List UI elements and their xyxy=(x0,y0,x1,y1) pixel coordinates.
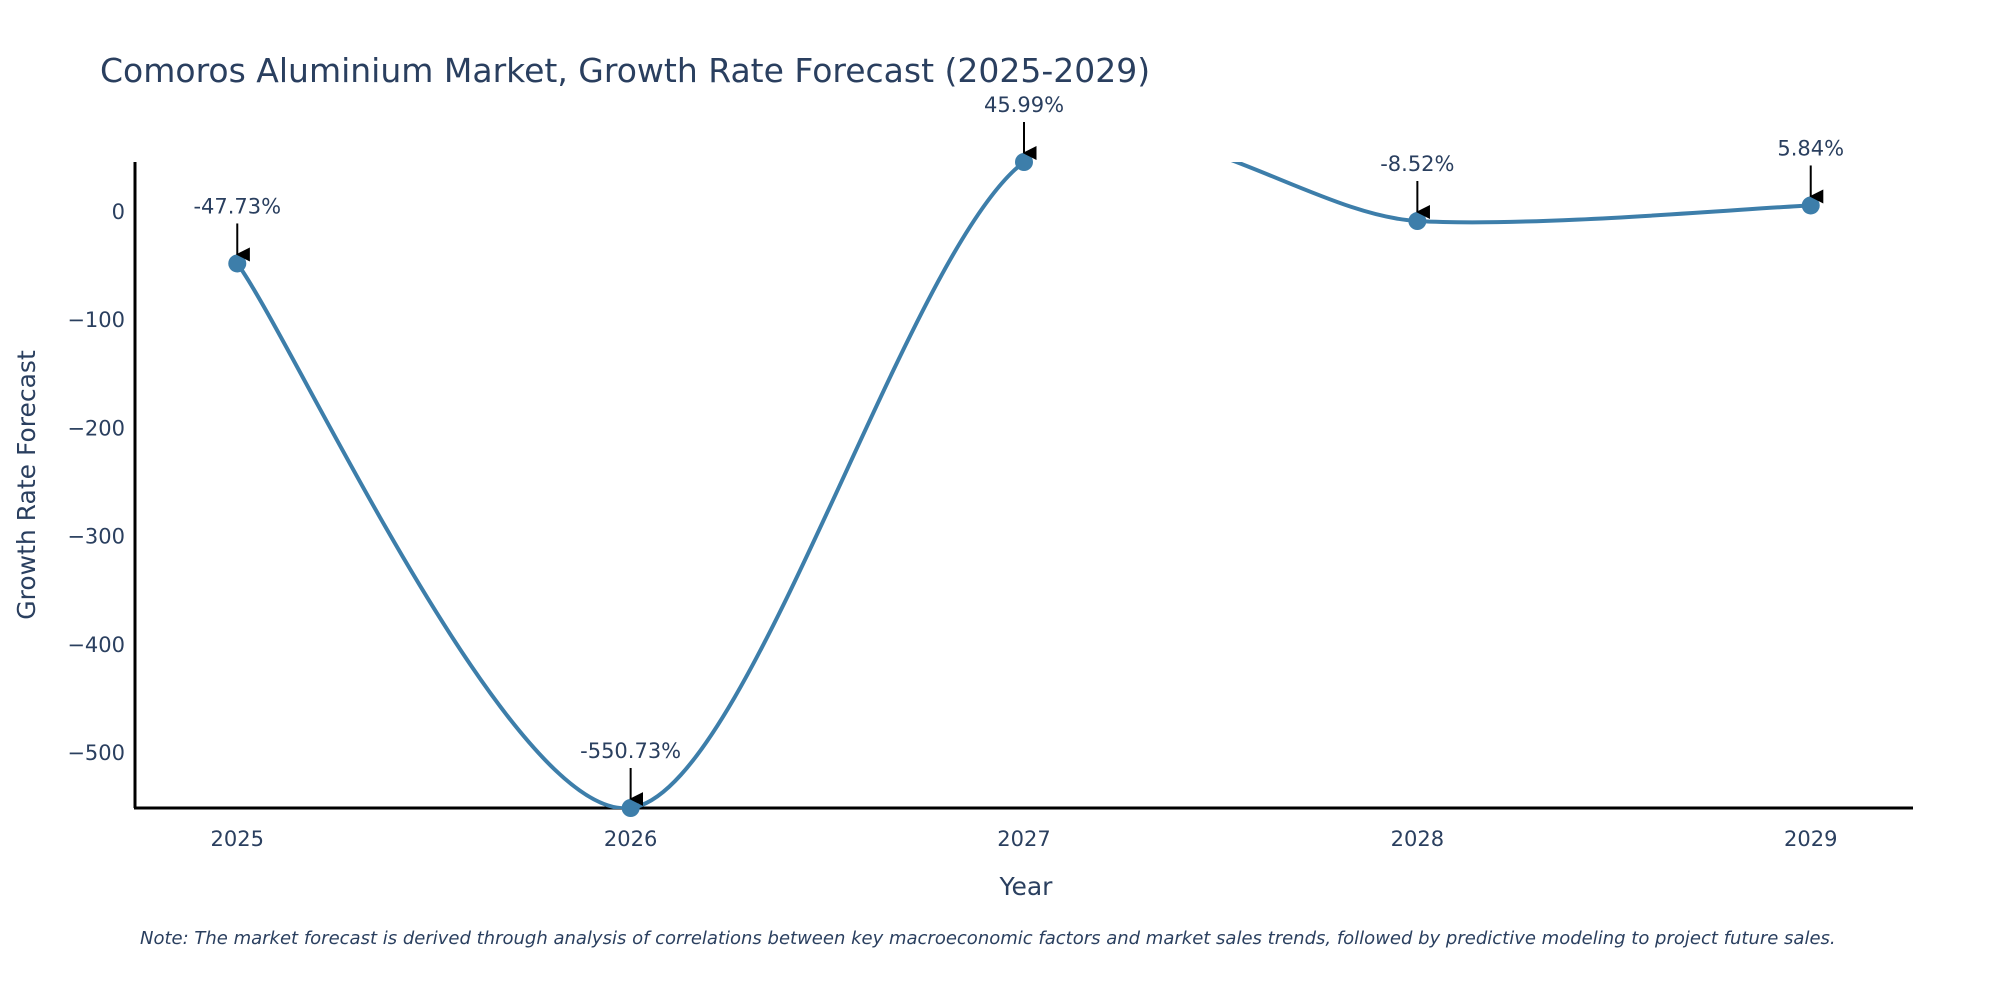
annotation-label: -47.73% xyxy=(193,194,281,218)
data-annotations: -47.73% -550.73% 45.99% -8.52% 5.84% xyxy=(193,93,1844,806)
series-line xyxy=(235,162,1811,809)
annotation-label: 5.84% xyxy=(1777,136,1844,160)
data-point xyxy=(1015,153,1033,171)
data-point xyxy=(228,254,247,273)
y-tick-label: −400 xyxy=(67,633,125,657)
x-tick-label: 2027 xyxy=(997,827,1050,851)
annotation-label: -8.52% xyxy=(1380,152,1454,176)
y-tick-label: 0 xyxy=(112,200,125,224)
annotation-label: 45.99% xyxy=(984,93,1064,117)
data-points xyxy=(228,153,1820,817)
y-tick-label: −300 xyxy=(67,525,125,549)
y-tick-label: −500 xyxy=(67,741,125,765)
data-point xyxy=(621,799,640,817)
annotation-label: -550.73% xyxy=(580,739,681,763)
x-axis-title: Year xyxy=(999,872,1054,901)
x-tick-label: 2029 xyxy=(1784,827,1837,851)
y-axis-title: Growth Rate Forecast xyxy=(12,350,41,620)
x-tick-label: 2028 xyxy=(1391,827,1444,851)
data-point xyxy=(1408,212,1427,231)
x-axis-ticks: 2025 2026 2027 2028 2029 xyxy=(211,827,1838,851)
x-tick-label: 2026 xyxy=(604,827,657,851)
data-point xyxy=(1801,196,1820,215)
y-axis-ticks: 0 −100 −200 −300 −400 −500 xyxy=(67,200,125,765)
chart-title: Comoros Aluminium Market, Growth Rate Fo… xyxy=(100,51,1150,90)
footnote: Note: The market forecast is derived thr… xyxy=(140,928,1836,949)
x-tick-label: 2025 xyxy=(211,827,264,851)
y-tick-label: −100 xyxy=(67,308,125,332)
y-tick-label: −200 xyxy=(67,416,125,440)
